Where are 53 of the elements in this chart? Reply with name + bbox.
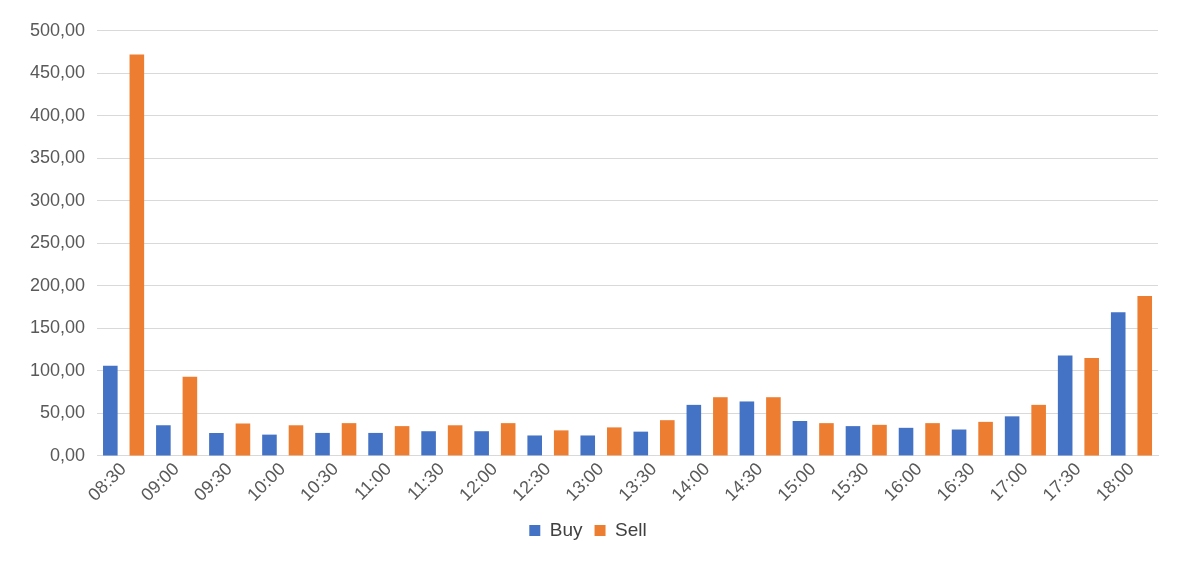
- bar: [103, 365, 118, 456]
- bar: [421, 431, 436, 456]
- bar: [235, 423, 251, 456]
- bar: [262, 434, 277, 456]
- bar: [1110, 312, 1126, 456]
- y-tick-label: 200,00: [29, 274, 86, 295]
- bar: [792, 421, 808, 456]
- bar: [1057, 355, 1073, 456]
- bar: [660, 420, 675, 456]
- bar: [898, 427, 914, 456]
- bar: [739, 401, 755, 456]
- bar: [209, 432, 224, 456]
- bar: [951, 429, 967, 456]
- bar: [527, 435, 542, 456]
- bar: [925, 423, 940, 456]
- y-tick-label: 400,00: [29, 104, 86, 125]
- bar: [1137, 296, 1153, 456]
- y-tick-label: 250,00: [29, 232, 86, 253]
- bar: [474, 431, 489, 456]
- y-tick-label: 300,00: [29, 189, 86, 210]
- y-tick-label: 50,00: [40, 402, 86, 423]
- bar: [686, 404, 702, 456]
- bar: [1004, 416, 1020, 456]
- bar: [500, 423, 516, 456]
- legend-label: Buy: [549, 518, 584, 540]
- bar: [129, 54, 145, 456]
- bar: [182, 376, 198, 456]
- bar: [606, 427, 622, 456]
- bar: [394, 426, 410, 456]
- bar: [288, 425, 304, 456]
- y-tick-label: 150,00: [29, 317, 86, 338]
- bar: [1084, 358, 1099, 456]
- bar: [633, 431, 649, 456]
- bar: [368, 432, 383, 456]
- bar: [580, 435, 596, 456]
- y-tick-label: 500,00: [29, 19, 86, 40]
- bar: [845, 426, 861, 456]
- bar: [978, 421, 993, 456]
- bar: [553, 430, 569, 456]
- y-tick-label: 0,00: [50, 444, 86, 465]
- bar: [819, 423, 834, 456]
- bar: [156, 425, 171, 456]
- bar: [341, 423, 357, 456]
- y-tick-label: 450,00: [29, 62, 86, 83]
- legend-label: Sell: [615, 518, 647, 540]
- y-tick-label: 350,00: [29, 147, 86, 168]
- bar: [1031, 404, 1046, 456]
- y-tick-label: 100,00: [29, 359, 86, 380]
- bar: [872, 424, 887, 456]
- bar: [447, 425, 463, 456]
- bar: [766, 397, 781, 456]
- bar: [315, 432, 330, 456]
- bar: [713, 397, 728, 456]
